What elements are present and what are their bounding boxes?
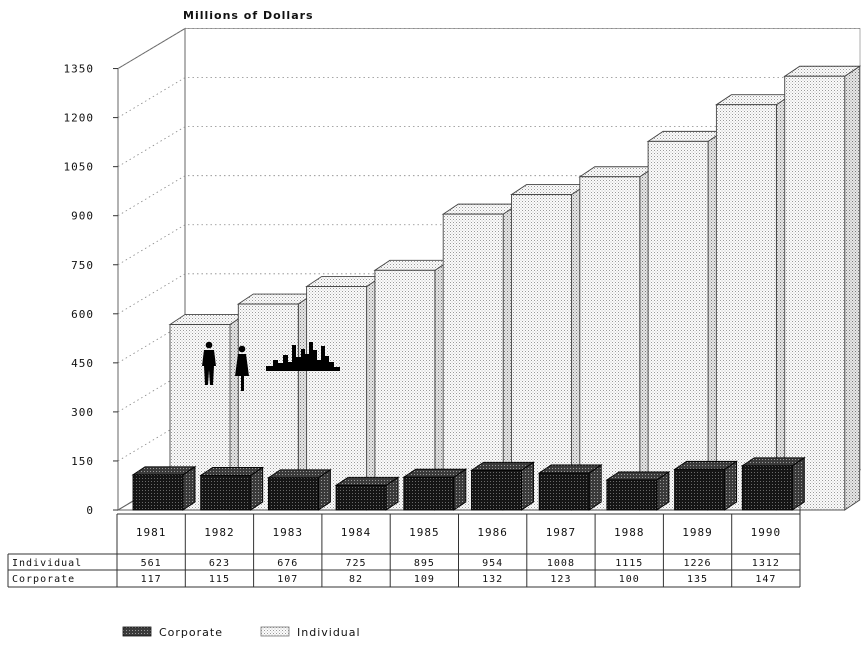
people-city-clipart-icon — [202, 341, 340, 391]
y-tick-label: 1350 — [64, 63, 95, 76]
corporate-bar — [266, 468, 332, 511]
individual-bar — [305, 275, 384, 511]
individual-bar — [714, 93, 793, 511]
x-tick-label: 1987 — [546, 526, 577, 539]
x-tick-label: 1989 — [682, 526, 713, 539]
table-row-label-corporate: Corporate — [12, 574, 75, 585]
corporate-bar — [673, 460, 739, 511]
corporate-bar — [537, 464, 603, 511]
table-cell-individual: 725 — [346, 558, 367, 569]
individual-bar — [646, 130, 725, 511]
corporate-bar — [740, 456, 806, 511]
table-cell-corporate: 107 — [277, 574, 298, 585]
individual-bar — [783, 65, 861, 511]
x-tick-label: 1986 — [477, 526, 508, 539]
corporate-bar — [334, 476, 400, 511]
table-row-label-individual: Individual — [12, 558, 82, 569]
legend-swatch-individual — [260, 626, 290, 637]
x-tick-label: 1983 — [273, 526, 304, 539]
y-tick-label: 900 — [71, 210, 94, 223]
corporate-bar — [131, 465, 197, 511]
corporate-bar — [402, 468, 468, 511]
table-cell-corporate: 109 — [414, 574, 435, 585]
x-tick-label: 1990 — [751, 526, 782, 539]
chart-title: Millions of Dollars — [183, 9, 314, 22]
corporate-bar — [605, 471, 671, 511]
y-tick-label: 1050 — [64, 161, 95, 174]
data-table: 1981 561 117 1982 623 115 1983 676 107 1984 725 82 1… — [7, 487, 801, 588]
y-tick-label: 600 — [71, 308, 94, 321]
individual-bar — [510, 183, 588, 511]
table-cell-individual: 954 — [482, 558, 503, 569]
table-cell-corporate: 82 — [349, 574, 363, 585]
table-cell-corporate: 117 — [141, 574, 162, 585]
table-cell-individual: 1115 — [615, 558, 643, 569]
legend: Corporate Individual — [122, 626, 361, 639]
table-cell-individual: 1312 — [752, 558, 780, 569]
legend-label-individual: Individual — [297, 626, 361, 639]
corporate-bar — [470, 461, 535, 511]
table-cell-corporate: 147 — [755, 574, 776, 585]
x-tick-label: 1988 — [614, 526, 645, 539]
table-cell-corporate: 100 — [619, 574, 640, 585]
corporate-bar — [199, 466, 265, 511]
y-tick-label: 750 — [71, 259, 94, 272]
y-tick-label: 450 — [71, 357, 94, 370]
table-cell-individual: 676 — [277, 558, 298, 569]
table-cell-individual: 1008 — [547, 558, 575, 569]
table-cell-individual: 895 — [414, 558, 435, 569]
x-tick-label: 1981 — [136, 526, 167, 539]
legend-label-corporate: Corporate — [159, 626, 223, 639]
x-tick-label: 1982 — [204, 526, 235, 539]
y-tick-label: 1200 — [64, 112, 95, 125]
individual-bar — [578, 165, 657, 511]
table-cell-individual: 1226 — [684, 558, 712, 569]
y-tick-label: 150 — [71, 455, 94, 468]
y-tick-label: 0 — [86, 504, 94, 517]
y-tick-label: 300 — [71, 406, 94, 419]
legend-swatch-corporate — [122, 626, 152, 637]
y-axis-ticks: 0 150 300 450 600 750 900 1050 1200 1350 — [64, 63, 118, 517]
table-cell-corporate: 123 — [550, 574, 571, 585]
table-cell-individual: 561 — [141, 558, 162, 569]
gridline — [117, 28, 860, 69]
x-tick-label: 1984 — [341, 526, 372, 539]
table-cell-corporate: 115 — [209, 574, 230, 585]
table-cell-corporate: 135 — [687, 574, 708, 585]
bars — [131, 65, 861, 511]
x-tick-label: 1985 — [409, 526, 440, 539]
table-cell-individual: 623 — [209, 558, 230, 569]
table-cell-corporate: 132 — [482, 574, 503, 585]
individual-bar — [441, 203, 520, 511]
